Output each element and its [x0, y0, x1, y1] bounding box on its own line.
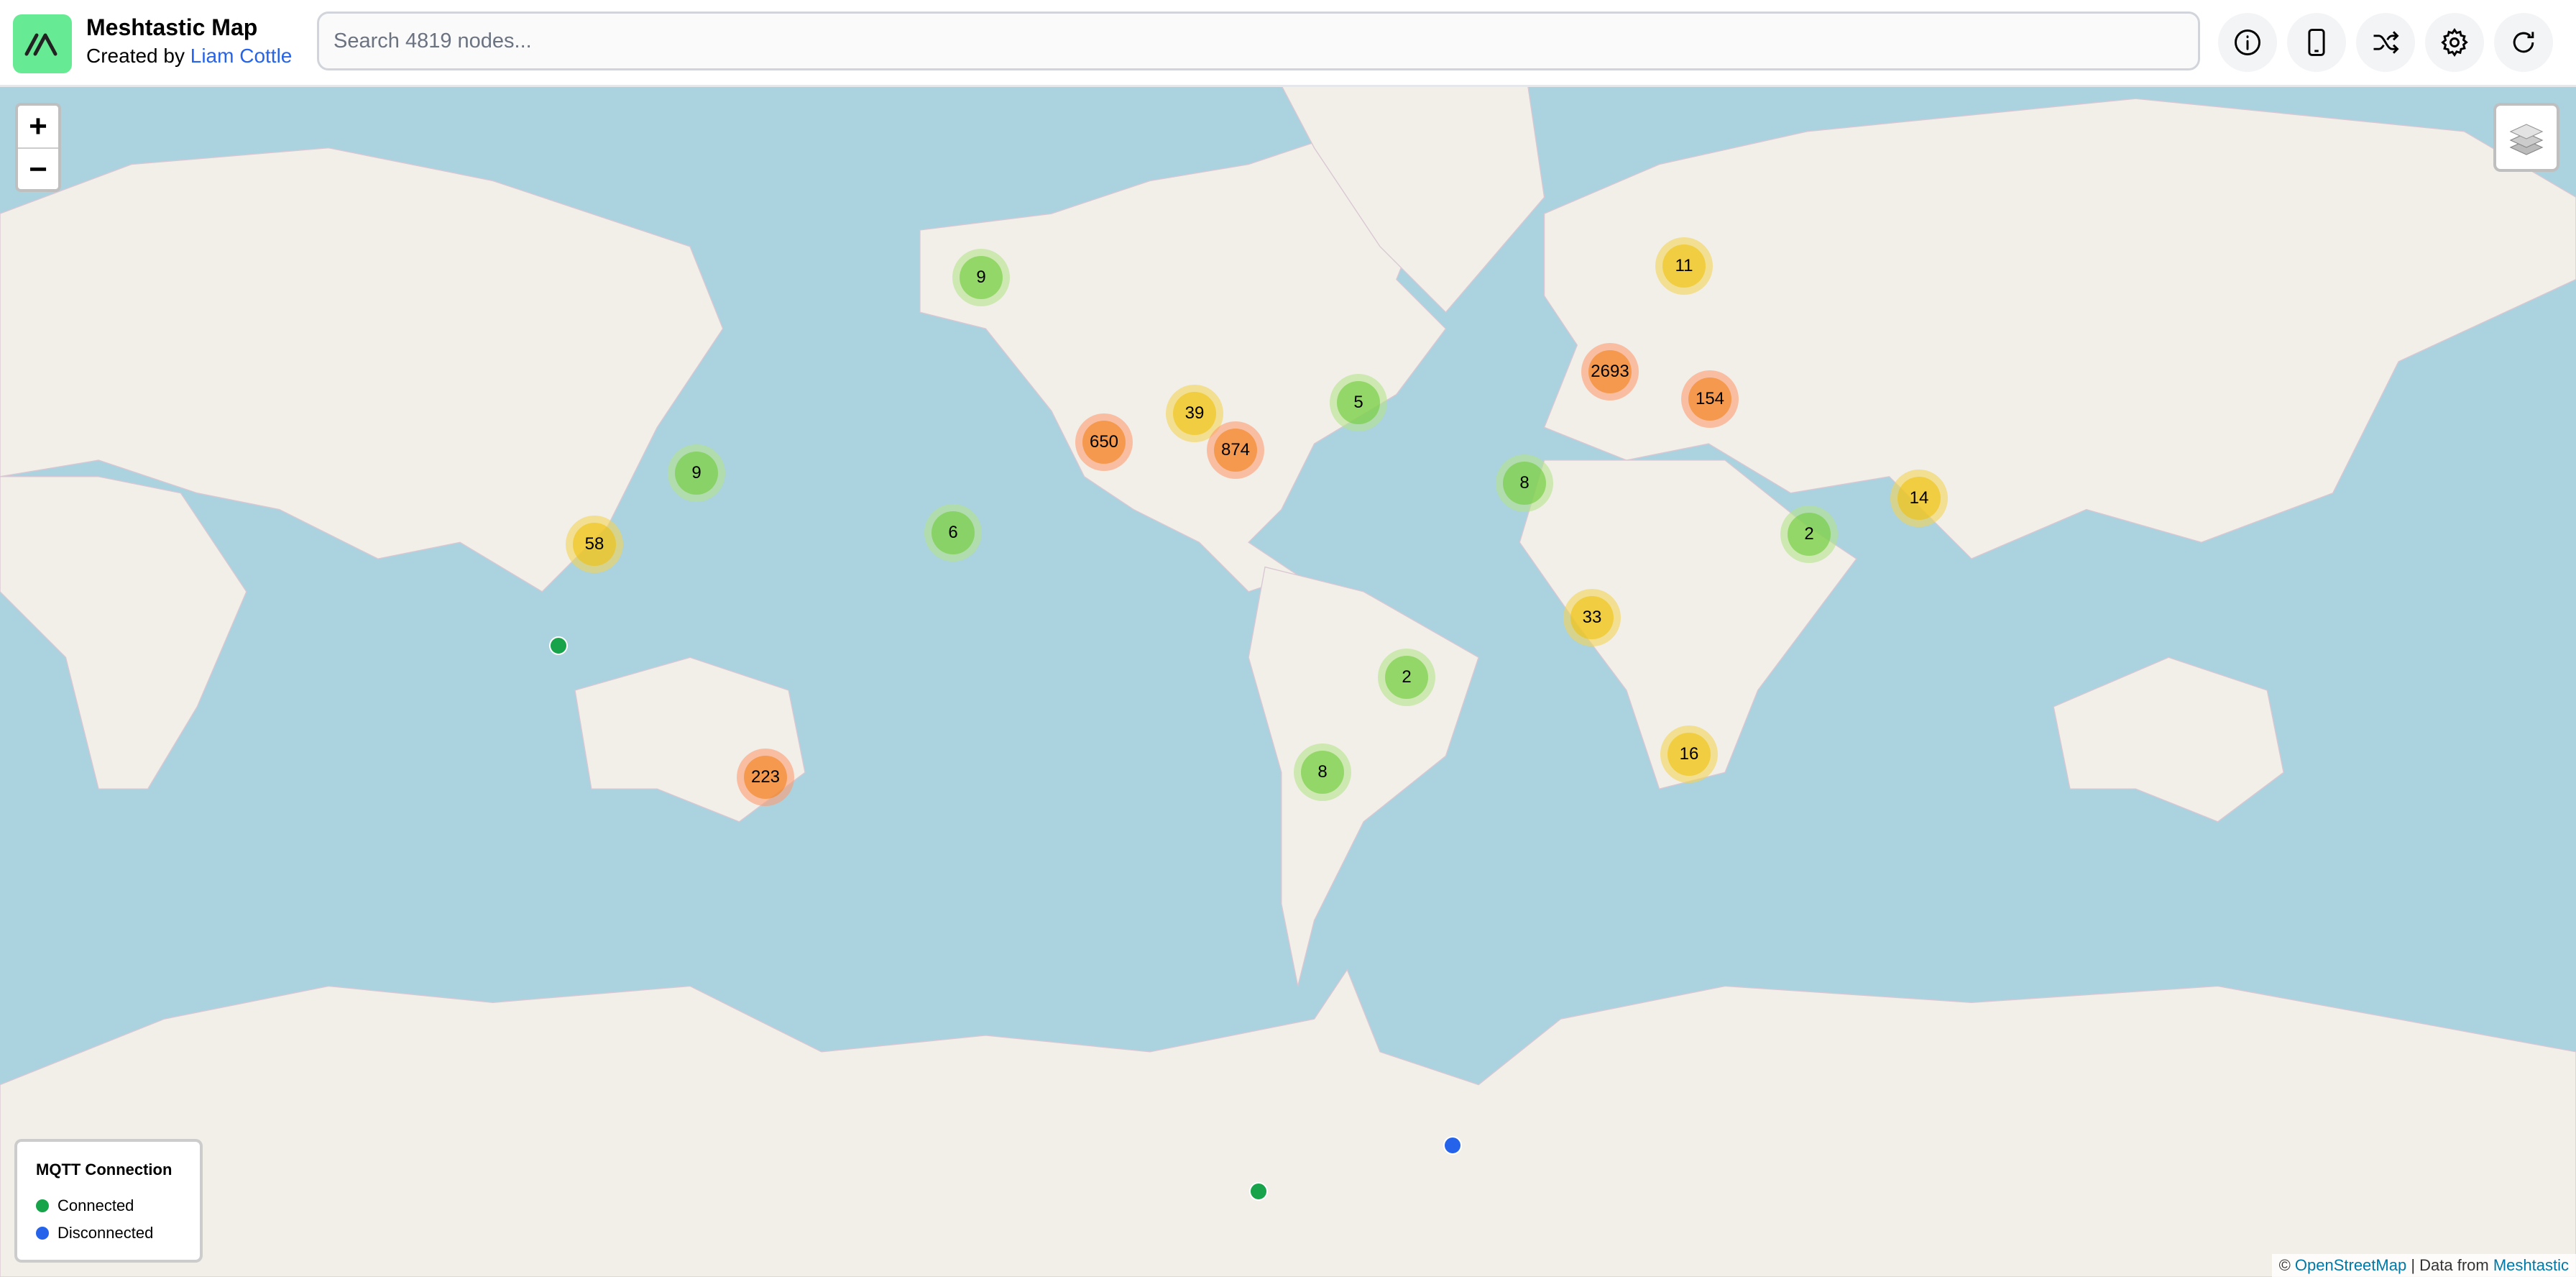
cluster-count: 6	[932, 511, 975, 554]
cluster-count: 2	[1788, 513, 1831, 556]
copyright: ©	[2278, 1256, 2295, 1274]
mqtt-legend: MQTT Connection Connected Disconnected	[14, 1139, 203, 1263]
cluster-count: 2	[1385, 656, 1428, 699]
marker-cluster[interactable]: 8	[1496, 454, 1553, 512]
marker-cluster[interactable]: 16	[1660, 726, 1718, 783]
legend-label: Connected	[58, 1196, 134, 1214]
cluster-count: 39	[1173, 392, 1216, 435]
cluster-count: 14	[1898, 477, 1941, 520]
connected-dot-icon	[36, 1199, 49, 1212]
zoom-control: + −	[15, 103, 61, 192]
marker-cluster[interactable]: 6	[924, 504, 982, 562]
cluster-count: 9	[675, 452, 718, 495]
marker-cluster[interactable]: 14	[1890, 470, 1948, 527]
app-header: Meshtastic Map Created by Liam Cottle	[0, 0, 2576, 87]
disconnected-dot-icon	[36, 1227, 49, 1240]
legend-item-disconnected: Disconnected	[36, 1219, 200, 1247]
marker-cluster[interactable]: 650	[1075, 413, 1133, 471]
info-button[interactable]	[2218, 13, 2277, 72]
node-marker-connected[interactable]	[1249, 1182, 1268, 1201]
cluster-count: 2693	[1588, 350, 1632, 393]
subtitle-prefix: Created by	[86, 45, 190, 67]
marker-cluster[interactable]: 5	[1330, 374, 1387, 431]
cluster-count: 9	[960, 256, 1003, 299]
marker-cluster[interactable]: 2	[1378, 649, 1435, 706]
shuffle-button[interactable]	[2356, 13, 2415, 72]
node-marker-disconnected[interactable]	[1443, 1136, 1462, 1155]
legend-label: Disconnected	[58, 1224, 154, 1242]
meshtastic-logo	[13, 14, 72, 73]
logo-icon	[24, 33, 58, 56]
cluster-count: 58	[573, 523, 616, 566]
shuffle-icon	[2373, 31, 2399, 54]
node-marker-connected[interactable]	[549, 636, 568, 655]
marker-cluster[interactable]: 874	[1207, 421, 1264, 479]
cluster-count: 874	[1214, 429, 1257, 472]
device-button[interactable]	[2287, 13, 2346, 72]
search-input[interactable]	[317, 12, 2200, 70]
marker-cluster[interactable]: 58	[566, 516, 623, 573]
marker-cluster[interactable]: 2	[1780, 505, 1838, 563]
cluster-count: 8	[1503, 462, 1546, 505]
cluster-count: 8	[1301, 751, 1344, 794]
marker-cluster[interactable]: 8	[1294, 743, 1351, 801]
app-subtitle: Created by Liam Cottle	[86, 45, 292, 68]
marker-cluster[interactable]: 11	[1655, 237, 1713, 295]
attribution-separator: | Data from	[2406, 1256, 2493, 1274]
phone-icon	[2308, 29, 2325, 56]
cluster-count: 223	[744, 756, 787, 799]
legend-item-connected: Connected	[36, 1192, 200, 1219]
cluster-count: 5	[1337, 381, 1380, 424]
layers-button[interactable]	[2493, 103, 2559, 172]
marker-cluster[interactable]: 9	[668, 444, 725, 502]
marker-cluster[interactable]: 2693	[1581, 343, 1639, 401]
marker-cluster[interactable]: 33	[1563, 589, 1621, 646]
map-attribution: © OpenStreetMap | Data from Meshtastic	[2271, 1254, 2576, 1277]
cluster-count: 33	[1570, 596, 1614, 639]
cluster-count: 16	[1668, 733, 1711, 776]
refresh-button[interactable]	[2494, 13, 2553, 72]
marker-cluster[interactable]: 9	[952, 249, 1010, 306]
zoom-in-button[interactable]: +	[18, 106, 58, 149]
zoom-out-button[interactable]: −	[29, 152, 47, 187]
info-icon	[2235, 29, 2260, 55]
app-title: Meshtastic Map	[86, 14, 258, 40]
cluster-count: 650	[1082, 421, 1126, 464]
settings-button[interactable]	[2425, 13, 2484, 72]
legend-title: MQTT Connection	[36, 1161, 172, 1178]
cluster-count: 154	[1688, 377, 1731, 421]
author-link[interactable]: Liam Cottle	[190, 45, 293, 67]
cluster-count: 11	[1662, 244, 1706, 288]
marker-cluster[interactable]: 223	[737, 749, 794, 806]
marker-cluster[interactable]: 154	[1681, 370, 1739, 428]
openstreetmap-link[interactable]: OpenStreetMap	[2294, 1256, 2407, 1274]
layers-icon	[2509, 124, 2544, 155]
refresh-icon	[2513, 32, 2534, 53]
meshtastic-link[interactable]: Meshtastic	[2493, 1256, 2569, 1274]
gear-icon	[2441, 27, 2468, 58]
